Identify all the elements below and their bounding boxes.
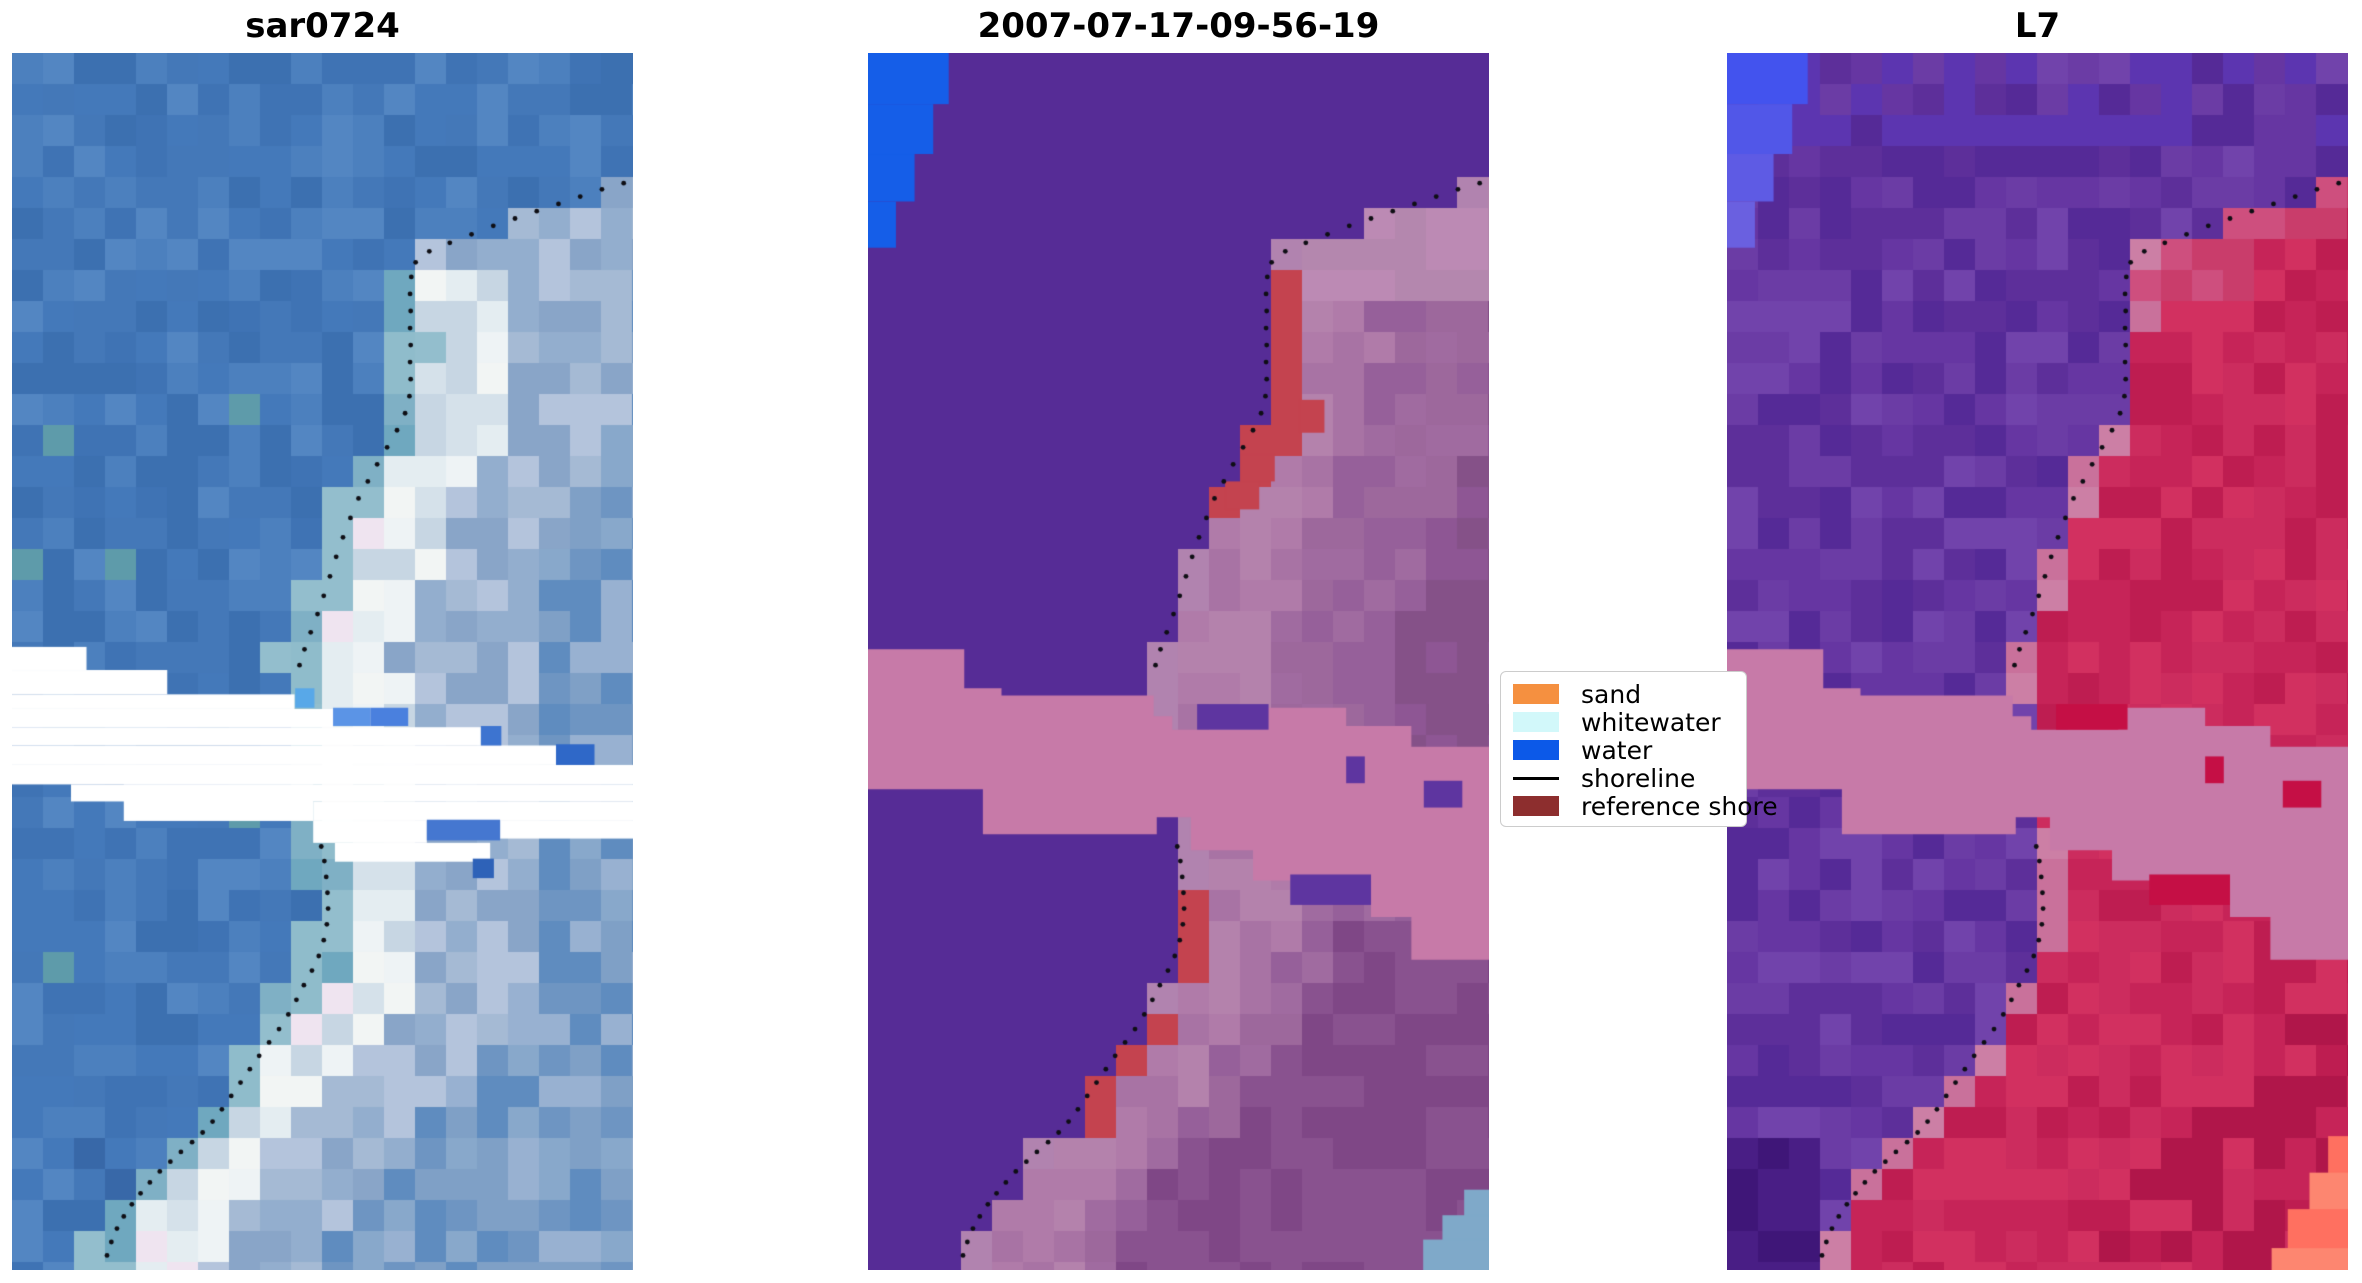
legend-box: sand whitewater water shoreline reference sh… — [1500, 671, 1778, 827]
l7-image — [1727, 53, 2348, 1270]
panel-title-date: 2007-07-17-09-56-19 — [977, 6, 1380, 46]
shoreline-swatch — [1513, 776, 1559, 780]
sand-swatch — [1513, 684, 1559, 704]
legend-label-water: water — [1581, 735, 1653, 765]
legend-label-whitewater: whitewater — [1581, 707, 1721, 737]
panel-title-l7: L7 — [2014, 6, 2061, 46]
panel-title-sar0724: sar0724 — [245, 6, 400, 46]
legend-item-whitewater: whitewater — [1513, 707, 1736, 737]
whitewater-swatch — [1513, 712, 1559, 732]
legend-label-reference-shore: reference shore — [1581, 791, 1778, 821]
classified-image — [868, 53, 1489, 1270]
legend-label-shoreline: shoreline — [1581, 763, 1696, 793]
sar-image — [12, 53, 633, 1270]
legend-label-sand: sand — [1581, 679, 1642, 709]
legend-item-reference-shore: reference shore — [1513, 792, 1778, 821]
legend-item-sand: sand — [1513, 679, 1736, 709]
water-swatch — [1513, 740, 1559, 760]
reference-shore-swatch — [1513, 796, 1559, 816]
legend-item-shoreline: shoreline — [1513, 763, 1736, 793]
legend-item-water: water — [1513, 735, 1736, 765]
